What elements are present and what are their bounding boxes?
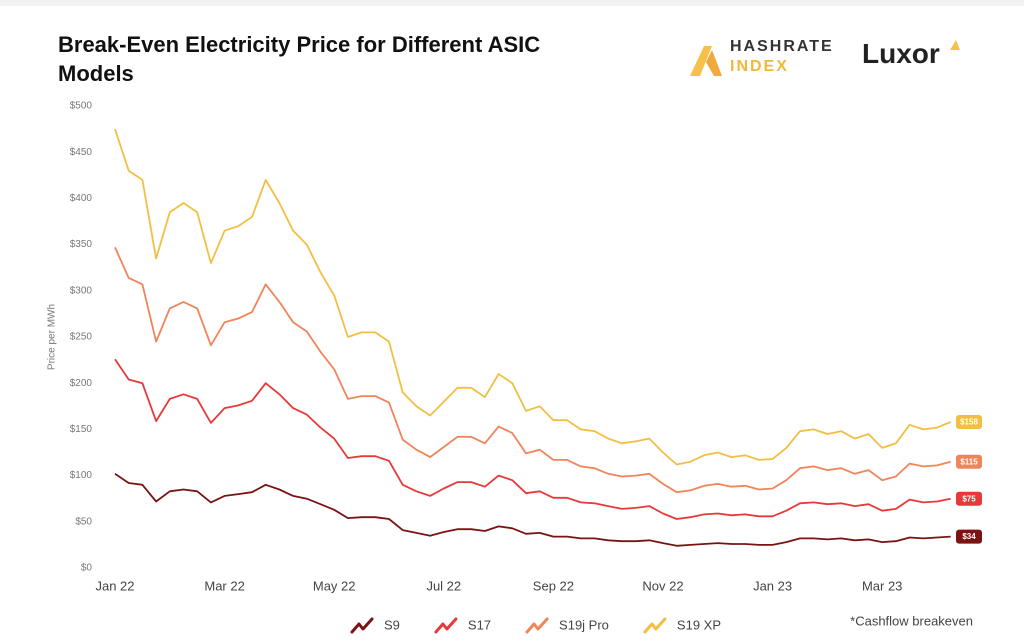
end-label: $75: [962, 494, 976, 503]
y-tick-label: $50: [75, 516, 92, 527]
logo-text: Luxor: [862, 38, 940, 69]
x-tick-label: Mar 22: [204, 578, 244, 593]
legend-icon: [643, 617, 667, 634]
end-label: $158: [960, 418, 978, 427]
x-tick-label: Jul 22: [426, 578, 461, 593]
y-axis-title: Price per MWh: [47, 304, 58, 370]
legend-label: S17: [468, 617, 491, 632]
end-label-bg: [956, 454, 982, 469]
legend-label: S9: [384, 617, 400, 632]
end-label: $115: [960, 457, 978, 466]
x-tick-label: Jan 23: [753, 578, 792, 593]
logo-text: INDEX: [730, 58, 789, 75]
legend-icon: [434, 617, 458, 634]
legend-label: S19j Pro: [559, 617, 609, 632]
y-tick-label: $200: [70, 378, 93, 389]
y-tick-label: $0: [81, 563, 93, 574]
end-label: $34: [962, 532, 976, 541]
logo-icon: [950, 40, 960, 50]
y-tick-label: $450: [70, 147, 93, 158]
series-line: [114, 128, 952, 466]
series-line: [114, 473, 951, 547]
y-tick-label: $100: [70, 470, 93, 481]
end-label-bg: [956, 529, 982, 544]
legend-label: S19 XP: [677, 617, 721, 632]
y-tick-label: $500: [70, 101, 93, 112]
legend-icon: [350, 617, 374, 634]
logo-icon: [690, 46, 722, 76]
y-tick-label: $250: [70, 332, 93, 343]
chart-title: Break-Even Electricity Price for Differe…: [58, 32, 541, 86]
y-tick-label: $150: [70, 424, 93, 435]
x-tick-label: Nov 22: [642, 578, 683, 593]
luxor-logo: Luxor: [862, 38, 960, 70]
x-tick-label: May 22: [313, 578, 356, 593]
x-tick-label: Mar 23: [862, 578, 902, 593]
legend-icon: [525, 617, 549, 634]
y-tick-label: $300: [70, 285, 93, 296]
end-label-bg: [956, 415, 982, 430]
footnote: *Cashflow breakeven: [850, 613, 973, 628]
y-tick-label: $350: [70, 239, 93, 250]
y-tick-label: $400: [70, 193, 93, 204]
logo-text: HASHRATE: [730, 38, 834, 55]
x-tick-label: Sep 22: [533, 578, 574, 593]
series-line: [114, 358, 951, 520]
top-bar: [0, 0, 1024, 6]
series-line: [114, 247, 951, 494]
end-label-bg: [956, 491, 982, 506]
x-tick-label: Jan 22: [95, 578, 134, 593]
